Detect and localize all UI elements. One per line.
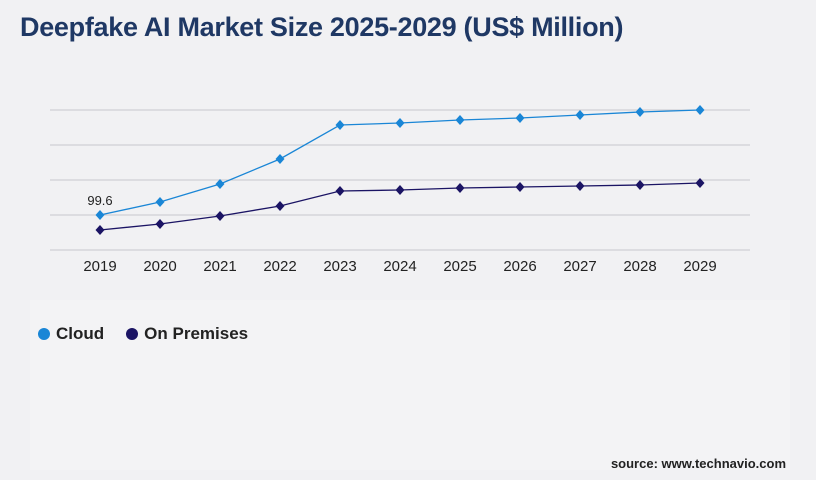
line-chart: 2019 2020 2021 2022 2023 2024 2025 2026 2027 2028… [50, 105, 750, 275]
x-tick-label: 2027 [563, 258, 596, 275]
data-point-cloud [575, 109, 585, 120]
data-point-cloud [635, 107, 645, 118]
legend-item-cloud: Cloud [38, 324, 104, 344]
data-point-on-premises [335, 185, 345, 196]
data-point-on-premises [635, 179, 645, 190]
data-point-cloud [215, 179, 225, 190]
x-tick-label: 2019 [83, 258, 116, 275]
data-label: 99.6 [87, 193, 112, 208]
data-point-cloud [395, 118, 405, 129]
legend-label-on-premises: On Premises [144, 324, 249, 343]
data-point-cloud [95, 210, 105, 220]
x-tick-label: 2028 [623, 258, 656, 275]
data-point-cloud [275, 153, 285, 164]
data-point-on-premises [455, 183, 465, 194]
x-tick-label: 2025 [443, 258, 476, 275]
data-point-on-premises [95, 225, 105, 236]
data-point-cloud [455, 114, 465, 125]
source-text: source: www.technavio.com [610, 456, 786, 471]
x-tick-label: 2026 [503, 258, 536, 275]
x-tick-label: 2029 [683, 258, 716, 275]
legend-label-cloud: Cloud [56, 324, 105, 343]
x-tick-label: 2020 [143, 258, 176, 275]
data-point-cloud [155, 196, 165, 207]
legend-item-on-premises: On Premises [126, 324, 248, 344]
data-point-cloud [335, 120, 345, 131]
chart-title: Deepfake AI Market Size 2025-2029 (US$ M… [20, 12, 624, 42]
data-point-cloud [695, 105, 705, 115]
data-point-on-premises [515, 181, 525, 192]
data-point-on-premises [575, 181, 585, 192]
x-tick-label: 2022 [263, 258, 296, 275]
legend-panel [30, 300, 790, 470]
legend-marker-on-premises [126, 328, 139, 340]
legend: Cloud On Premises [38, 324, 248, 344]
data-point-on-premises [275, 201, 285, 212]
data-point-on-premises [695, 177, 705, 188]
data-point-on-premises [395, 185, 405, 196]
x-tick-label: 2021 [203, 258, 236, 275]
x-tick-label: 2023 [323, 258, 356, 275]
legend-marker-cloud [38, 328, 50, 340]
data-point-on-premises [215, 211, 225, 222]
x-tick-label: 2024 [383, 258, 416, 275]
data-point-on-premises [155, 218, 165, 229]
data-point-cloud [515, 112, 525, 123]
